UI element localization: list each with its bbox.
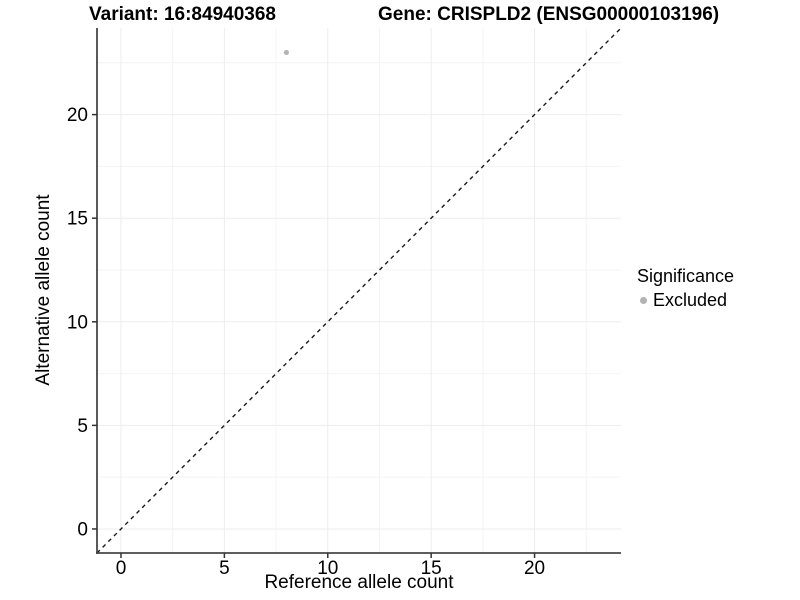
y-axis-title: Alternative allele count: [33, 194, 54, 386]
y-tick-label: 20: [67, 105, 88, 126]
legend: Significance Excluded: [637, 266, 734, 311]
x-tick-label: 10: [317, 558, 338, 579]
data-point-excluded: [283, 49, 290, 56]
legend-title: Significance: [637, 266, 735, 286]
x-tick-label: 0: [116, 558, 127, 579]
identity-reference-line: [96, 27, 622, 554]
x-tick-label: 15: [421, 558, 442, 579]
x-axis-title: Reference allele count: [264, 572, 454, 593]
legend-point-icon: [640, 297, 647, 304]
y-tick-label: 10: [67, 312, 88, 333]
y-tick-label: 15: [67, 209, 88, 230]
y-tick-label: 0: [77, 519, 88, 540]
x-tick-label: 20: [524, 558, 545, 579]
legend-item-label: Excluded: [653, 290, 728, 310]
y-tick-label: 5: [77, 416, 88, 437]
x-tick-label: 5: [219, 558, 230, 579]
legend-item-excluded: Excluded: [637, 290, 734, 311]
plot-title-gene: Gene: CRISPLD2 (ENSG00000103196): [378, 4, 720, 25]
plot-title-variant: Variant: 16:84940368: [89, 4, 276, 25]
